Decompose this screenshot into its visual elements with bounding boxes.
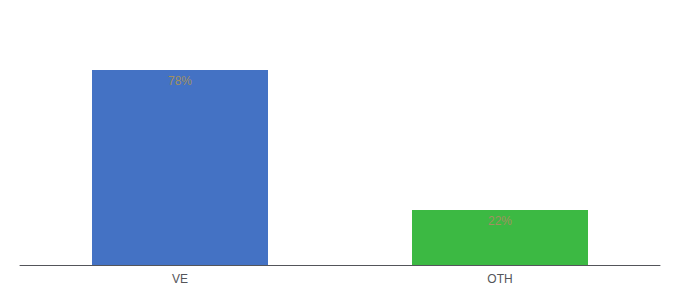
svg-text:22%: 22%: [488, 214, 512, 228]
svg-text:OTH: OTH: [487, 272, 512, 286]
svg-text:78%: 78%: [168, 74, 192, 88]
svg-text:VE: VE: [172, 272, 188, 286]
